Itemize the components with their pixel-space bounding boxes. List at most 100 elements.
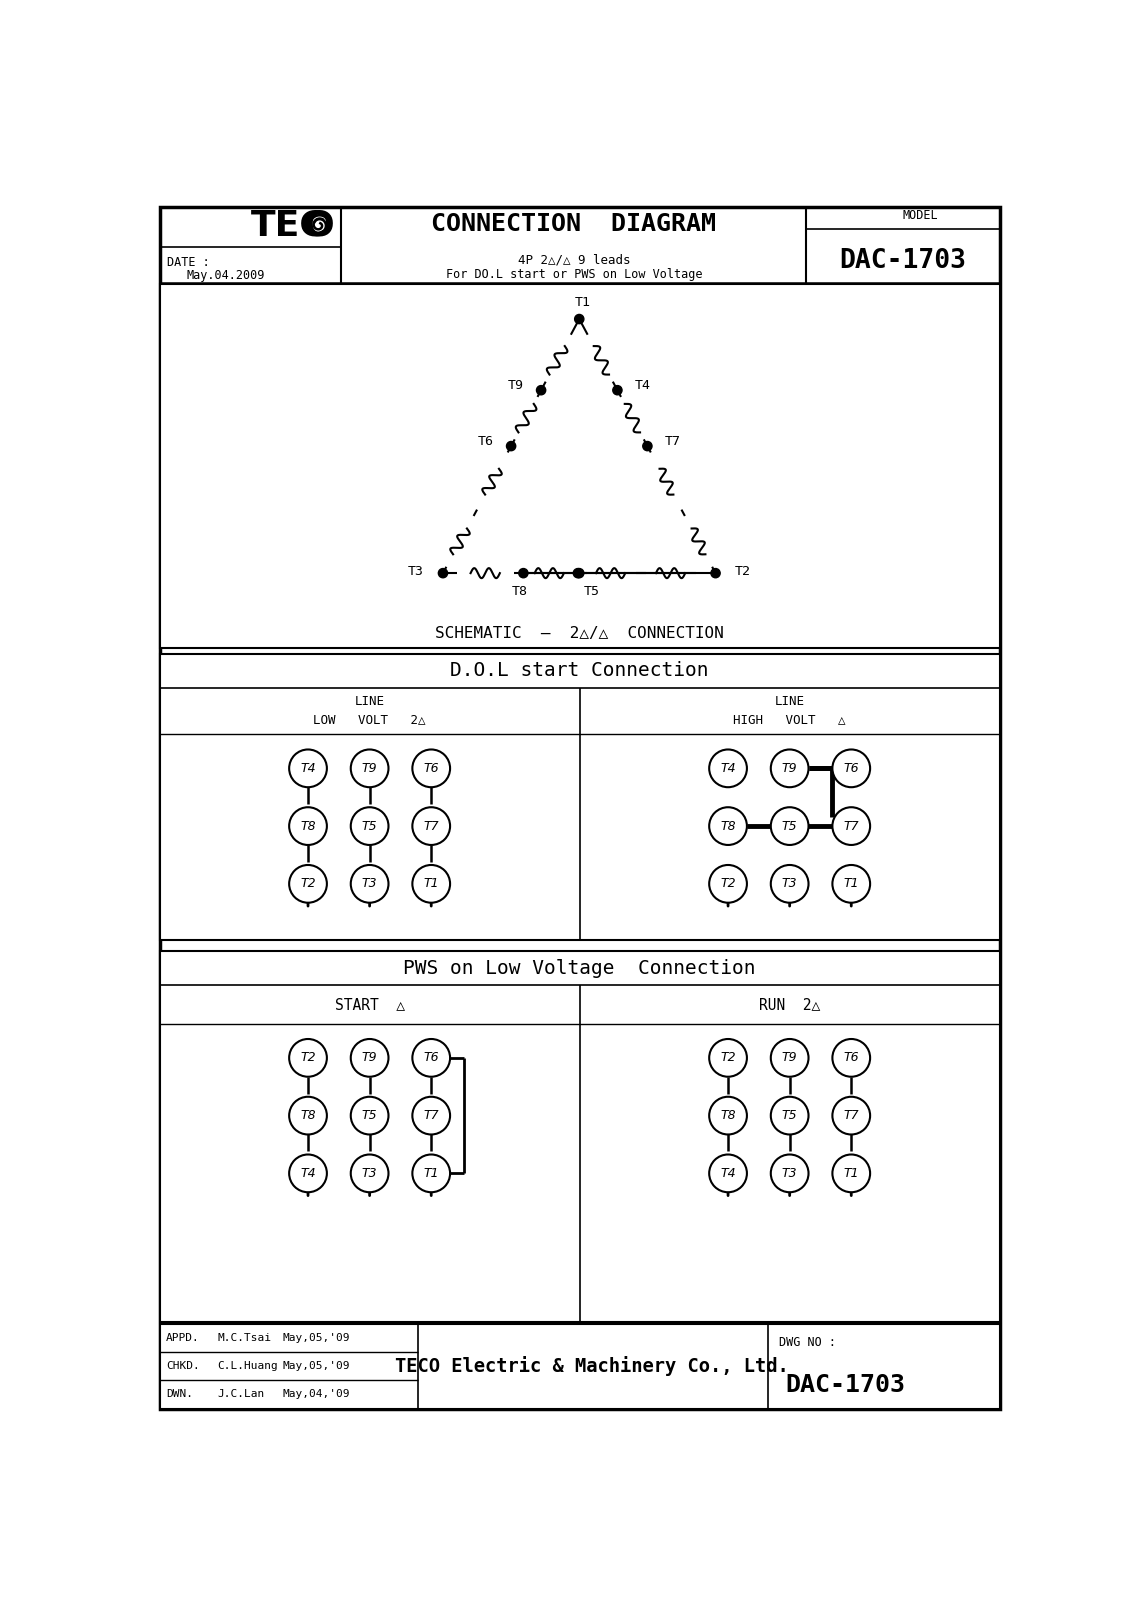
Circle shape — [711, 568, 720, 578]
Text: T4: T4 — [300, 762, 316, 774]
Circle shape — [413, 1155, 450, 1192]
Text: T8: T8 — [300, 1109, 316, 1122]
Circle shape — [832, 749, 870, 787]
Text: T5: T5 — [782, 1109, 797, 1122]
Circle shape — [832, 1155, 870, 1192]
Circle shape — [351, 1155, 388, 1192]
Text: T7: T7 — [844, 819, 860, 832]
Text: T7: T7 — [423, 819, 439, 832]
Circle shape — [771, 1038, 809, 1077]
Text: T9: T9 — [362, 762, 378, 774]
Circle shape — [709, 1038, 746, 1077]
Circle shape — [351, 1038, 388, 1077]
Circle shape — [771, 1155, 809, 1192]
Text: T9: T9 — [782, 1051, 797, 1064]
Text: T6: T6 — [423, 762, 439, 774]
Text: T7: T7 — [423, 1109, 439, 1122]
Circle shape — [439, 568, 448, 578]
Circle shape — [709, 1155, 746, 1192]
Text: J.C.Lan: J.C.Lan — [217, 1389, 265, 1400]
Text: T4: T4 — [720, 762, 736, 774]
Text: TECO Electric & Machinery Co., Ltd.: TECO Electric & Machinery Co., Ltd. — [396, 1357, 789, 1376]
Circle shape — [290, 866, 327, 902]
Bar — [159, 285, 1000, 648]
Bar — [159, 654, 1000, 941]
Text: T3: T3 — [362, 877, 378, 890]
Text: T4: T4 — [720, 1166, 736, 1179]
Text: CONNECTION  DIAGRAM: CONNECTION DIAGRAM — [431, 213, 716, 237]
Circle shape — [709, 866, 746, 902]
Text: T2: T2 — [720, 1051, 736, 1064]
Text: T2: T2 — [300, 1051, 316, 1064]
Text: T6: T6 — [423, 1051, 439, 1064]
Circle shape — [290, 1155, 327, 1192]
Text: CHKD.: CHKD. — [166, 1362, 199, 1371]
Text: 4P 2△/△ 9 leads: 4P 2△/△ 9 leads — [518, 253, 630, 266]
Text: T8: T8 — [300, 819, 316, 832]
Text: T6: T6 — [844, 762, 860, 774]
Circle shape — [413, 749, 450, 787]
Circle shape — [290, 749, 327, 787]
Text: DAC-1703: DAC-1703 — [839, 248, 966, 274]
Text: APPD.: APPD. — [166, 1333, 199, 1342]
Text: T8: T8 — [511, 584, 527, 598]
Circle shape — [290, 808, 327, 845]
Circle shape — [709, 1096, 746, 1134]
Text: T1: T1 — [844, 1166, 860, 1179]
Circle shape — [413, 866, 450, 902]
Circle shape — [290, 1096, 327, 1134]
Text: T1: T1 — [575, 296, 592, 309]
Circle shape — [575, 315, 584, 323]
Circle shape — [413, 808, 450, 845]
Text: T1: T1 — [423, 1166, 439, 1179]
Text: DWG NO :: DWG NO : — [779, 1336, 837, 1349]
Text: May,04,'09: May,04,'09 — [283, 1389, 351, 1400]
Text: For DO.L start or PWS on Low Voltage: For DO.L start or PWS on Low Voltage — [446, 267, 702, 282]
Text: SCHEMATIC  –  2△/△  CONNECTION: SCHEMATIC – 2△/△ CONNECTION — [435, 626, 724, 640]
Circle shape — [709, 808, 746, 845]
Text: M.C.Tsai: M.C.Tsai — [217, 1333, 271, 1342]
Circle shape — [771, 866, 809, 902]
Text: T3: T3 — [782, 877, 797, 890]
Text: T1: T1 — [423, 877, 439, 890]
Circle shape — [575, 568, 584, 578]
Circle shape — [642, 442, 651, 451]
Text: T5: T5 — [584, 584, 599, 598]
Circle shape — [413, 1096, 450, 1134]
Text: T1: T1 — [844, 877, 860, 890]
Circle shape — [351, 749, 388, 787]
Text: TEC: TEC — [250, 208, 326, 242]
Text: May.04.2009: May.04.2009 — [187, 269, 265, 282]
Circle shape — [519, 568, 528, 578]
Circle shape — [771, 749, 809, 787]
Text: May,05,'09: May,05,'09 — [283, 1333, 351, 1342]
Text: T4: T4 — [300, 1166, 316, 1179]
Text: T9: T9 — [362, 1051, 378, 1064]
Circle shape — [613, 386, 622, 395]
Text: T7: T7 — [664, 435, 681, 448]
Text: LINE
HIGH   VOLT   △: LINE HIGH VOLT △ — [733, 696, 846, 726]
Text: T4: T4 — [634, 379, 650, 392]
Circle shape — [536, 386, 546, 395]
Circle shape — [573, 568, 582, 578]
Text: T6: T6 — [844, 1051, 860, 1064]
Text: T6: T6 — [478, 435, 494, 448]
Text: START  △: START △ — [335, 997, 405, 1011]
Text: T8: T8 — [720, 819, 736, 832]
Circle shape — [413, 1038, 450, 1077]
Text: T3: T3 — [362, 1166, 378, 1179]
Text: MODEL: MODEL — [903, 208, 939, 222]
Text: DWN.: DWN. — [166, 1389, 192, 1400]
Circle shape — [290, 1038, 327, 1077]
Text: DAC-1703: DAC-1703 — [785, 1373, 905, 1397]
Text: T2: T2 — [300, 877, 316, 890]
Circle shape — [832, 866, 870, 902]
Text: RUN  2△: RUN 2△ — [759, 997, 820, 1011]
Circle shape — [832, 1038, 870, 1077]
Text: T5: T5 — [782, 819, 797, 832]
Circle shape — [832, 1096, 870, 1134]
Bar — [159, 952, 1000, 1322]
Text: T5: T5 — [362, 819, 378, 832]
Text: T2: T2 — [735, 565, 751, 578]
Circle shape — [771, 1096, 809, 1134]
